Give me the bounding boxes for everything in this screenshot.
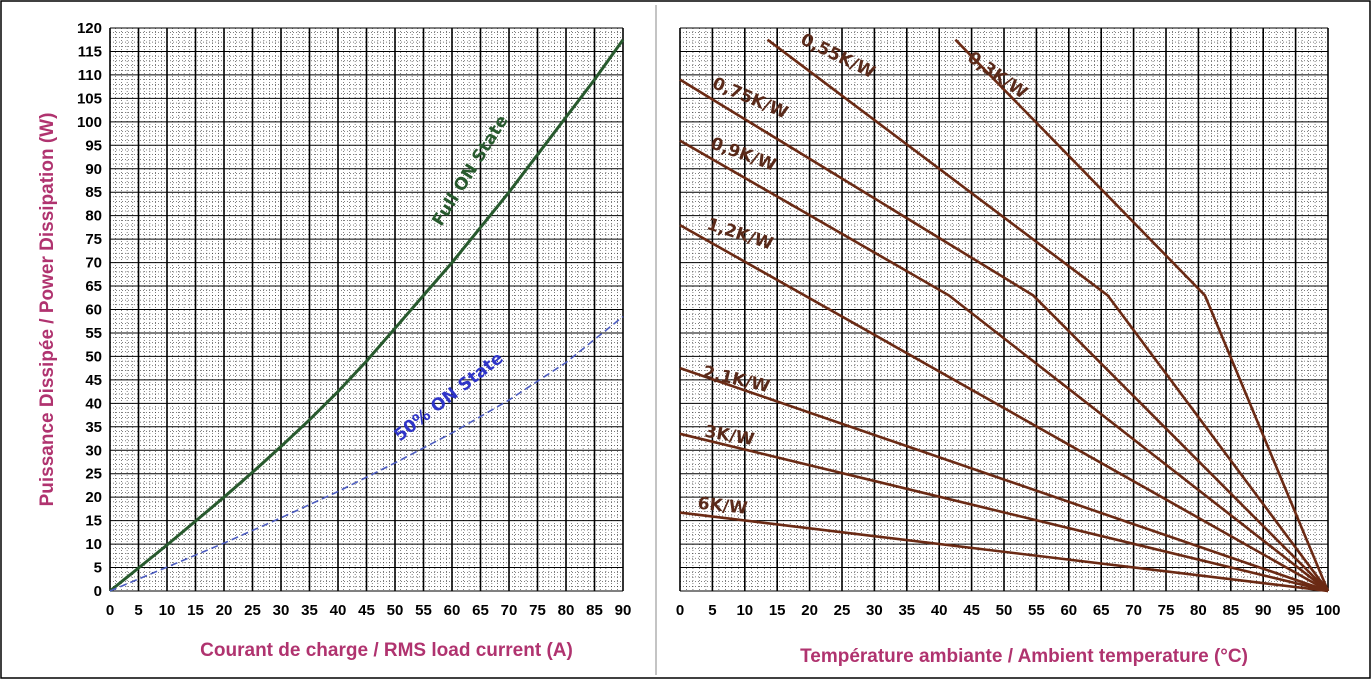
y-tick-label: 90 xyxy=(85,161,102,178)
y-tick-label: 85 xyxy=(85,184,102,201)
x-tick-label: 20 xyxy=(216,602,233,619)
x-tick-label: 55 xyxy=(1028,602,1045,619)
x-tick-label: 60 xyxy=(1060,602,1077,619)
y-tick-label: 105 xyxy=(77,90,102,107)
x-tick-label: 10 xyxy=(159,602,176,619)
x-tick-label: 85 xyxy=(586,602,603,619)
y-tick-label: 75 xyxy=(85,231,102,248)
x-axis-title: Température ambiante / Ambient temperatu… xyxy=(800,646,1248,667)
x-tick-label: 75 xyxy=(1158,602,1175,619)
y-tick-label: 60 xyxy=(85,302,102,319)
x-tick-label: 25 xyxy=(244,602,261,619)
x-tick-label: 30 xyxy=(866,602,883,619)
y-tick-label: 100 xyxy=(77,114,102,131)
x-tick-label: 80 xyxy=(1190,602,1207,619)
x-tick-label: 40 xyxy=(330,602,347,619)
y-tick-label: 45 xyxy=(85,372,102,389)
x-tick-label: 5 xyxy=(134,602,142,619)
y-tick-label: 115 xyxy=(78,43,102,60)
series-line xyxy=(679,223,1329,593)
x-tick-label: 85 xyxy=(1222,602,1239,619)
series-line xyxy=(766,38,1330,592)
y-tick-label: 50 xyxy=(85,348,102,365)
series-line xyxy=(954,38,1330,592)
x-tick-label: 65 xyxy=(1093,602,1110,619)
y-tick-label: 40 xyxy=(85,395,102,412)
series-line xyxy=(109,38,625,593)
y-tick-label: 35 xyxy=(85,419,102,436)
x-tick-label: 60 xyxy=(444,602,461,619)
x-axis-title: Courant de charge / RMS load current (A) xyxy=(200,640,573,661)
y-tick-label: 30 xyxy=(85,442,102,459)
y-tick-label: 10 xyxy=(85,536,102,553)
y-tick-label: 120 xyxy=(77,20,102,37)
y-tick-label: 0 xyxy=(94,583,102,600)
x-tick-label: 80 xyxy=(558,602,575,619)
y-tick-label: 95 xyxy=(85,137,102,154)
series-line xyxy=(679,511,1329,593)
y-axis-title: Puissance Dissipée / Power Dissipation (… xyxy=(37,113,58,507)
series-line xyxy=(679,139,1329,593)
y-tick-label: 65 xyxy=(85,278,102,295)
series-line xyxy=(679,366,1329,593)
x-tick-label: 90 xyxy=(1255,602,1272,619)
y-tick-label: 20 xyxy=(85,489,102,506)
x-tick-label: 65 xyxy=(472,602,489,619)
x-tick-label: 70 xyxy=(501,602,518,619)
x-tick-label: 50 xyxy=(387,602,404,619)
x-tick-label: 30 xyxy=(273,602,290,619)
x-tick-label: 20 xyxy=(801,602,818,619)
x-tick-label: 0 xyxy=(106,602,114,619)
x-tick-label: 15 xyxy=(187,602,204,619)
x-tick-label: 45 xyxy=(358,602,375,619)
series-line xyxy=(679,78,1329,592)
x-tick-label: 50 xyxy=(996,602,1013,619)
x-tick-label: 0 xyxy=(676,602,684,619)
y-tick-label: 15 xyxy=(85,513,102,530)
y-tick-label: 25 xyxy=(85,466,102,483)
x-tick-label: 25 xyxy=(834,602,851,619)
x-tick-label: 75 xyxy=(529,602,546,619)
x-tick-label: 15 xyxy=(769,602,786,619)
x-tick-label: 35 xyxy=(898,602,915,619)
y-tick-label: 5 xyxy=(94,560,102,577)
x-tick-label: 10 xyxy=(736,602,753,619)
x-tick-label: 90 xyxy=(615,602,632,619)
y-tick-label: 70 xyxy=(85,255,102,272)
x-tick-label: 70 xyxy=(1125,602,1142,619)
series-line xyxy=(109,315,624,592)
x-tick-label: 40 xyxy=(931,602,948,619)
y-tick-label: 110 xyxy=(78,67,102,84)
x-tick-label: 55 xyxy=(415,602,432,619)
x-tick-label: 100 xyxy=(1315,602,1340,619)
y-tick-label: 80 xyxy=(85,208,102,225)
x-tick-label: 95 xyxy=(1287,602,1304,619)
x-tick-label: 35 xyxy=(301,602,318,619)
x-tick-label: 45 xyxy=(963,602,980,619)
y-tick-label: 55 xyxy=(85,325,102,342)
series-line xyxy=(679,432,1329,593)
x-tick-label: 5 xyxy=(708,602,716,619)
